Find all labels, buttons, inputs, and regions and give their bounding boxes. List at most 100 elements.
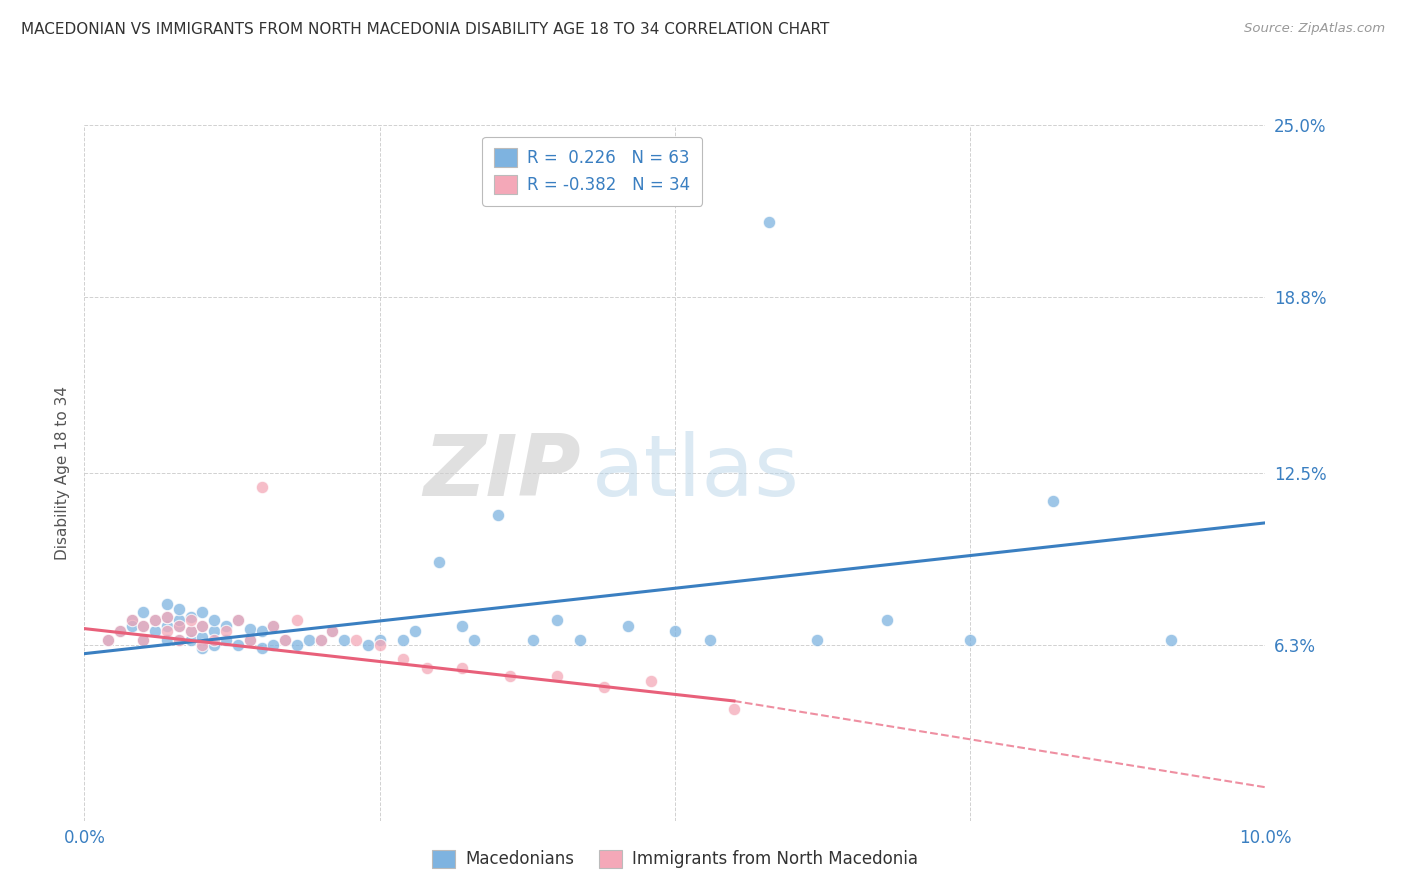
Point xyxy=(132,619,155,633)
Point xyxy=(167,619,190,633)
Point xyxy=(167,602,190,616)
Text: Source: ZipAtlas.com: Source: ZipAtlas.com xyxy=(1244,22,1385,36)
Point xyxy=(699,632,721,647)
Point xyxy=(239,622,262,636)
Point xyxy=(215,632,238,647)
Point xyxy=(368,632,391,647)
Point xyxy=(959,632,981,647)
Point xyxy=(108,624,131,639)
Point xyxy=(97,632,120,647)
Point xyxy=(191,638,214,652)
Point xyxy=(451,660,474,674)
Point xyxy=(202,613,225,627)
Point xyxy=(215,619,238,633)
Point xyxy=(392,632,415,647)
Point xyxy=(121,613,143,627)
Point xyxy=(262,638,284,652)
Point xyxy=(274,632,297,647)
Point xyxy=(156,597,179,611)
Point xyxy=(1042,493,1064,508)
Point xyxy=(121,619,143,633)
Point xyxy=(285,638,308,652)
Point xyxy=(239,632,262,647)
Point xyxy=(333,632,356,647)
Point xyxy=(191,641,214,656)
Point xyxy=(616,619,638,633)
Point xyxy=(404,624,426,639)
Point xyxy=(344,632,367,647)
Point xyxy=(180,613,202,627)
Text: ZIP: ZIP xyxy=(423,431,581,515)
Point xyxy=(321,624,343,639)
Point xyxy=(427,555,450,569)
Point xyxy=(191,619,214,633)
Point xyxy=(180,624,202,639)
Point xyxy=(180,624,202,639)
Point xyxy=(640,674,662,689)
Point xyxy=(215,624,238,639)
Point xyxy=(1160,632,1182,647)
Point xyxy=(132,605,155,619)
Point xyxy=(226,613,249,627)
Point xyxy=(250,624,273,639)
Point xyxy=(416,660,439,674)
Point xyxy=(156,610,179,624)
Point xyxy=(226,638,249,652)
Point xyxy=(132,619,155,633)
Point xyxy=(156,619,179,633)
Point xyxy=(368,638,391,652)
Point xyxy=(167,632,190,647)
Point xyxy=(202,638,225,652)
Point xyxy=(486,508,509,522)
Point xyxy=(262,619,284,633)
Point xyxy=(392,652,415,666)
Point xyxy=(121,613,143,627)
Point xyxy=(298,632,321,647)
Point xyxy=(250,641,273,656)
Point xyxy=(309,632,332,647)
Point xyxy=(321,624,343,639)
Point xyxy=(250,480,273,494)
Point xyxy=(143,624,166,639)
Point xyxy=(569,632,592,647)
Point xyxy=(463,632,485,647)
Point xyxy=(167,613,190,627)
Point xyxy=(143,613,166,627)
Point xyxy=(309,632,332,647)
Point xyxy=(180,610,202,624)
Text: atlas: atlas xyxy=(592,431,800,515)
Point xyxy=(156,632,179,647)
Point xyxy=(202,624,225,639)
Point xyxy=(156,624,179,639)
Point xyxy=(664,624,686,639)
Point xyxy=(202,632,225,647)
Point xyxy=(806,632,828,647)
Point xyxy=(180,632,202,647)
Point xyxy=(239,632,262,647)
Point xyxy=(357,638,380,652)
Legend: Macedonians, Immigrants from North Macedonia: Macedonians, Immigrants from North Maced… xyxy=(425,843,925,875)
Point xyxy=(723,702,745,716)
Point xyxy=(546,613,568,627)
Point xyxy=(876,613,898,627)
Point xyxy=(97,632,120,647)
Point xyxy=(274,632,297,647)
Point xyxy=(522,632,544,647)
Point xyxy=(156,610,179,624)
Point xyxy=(226,613,249,627)
Point xyxy=(191,605,214,619)
Point xyxy=(108,624,131,639)
Point xyxy=(262,619,284,633)
Point xyxy=(758,215,780,229)
Point xyxy=(167,619,190,633)
Text: MACEDONIAN VS IMMIGRANTS FROM NORTH MACEDONIA DISABILITY AGE 18 TO 34 CORRELATIO: MACEDONIAN VS IMMIGRANTS FROM NORTH MACE… xyxy=(21,22,830,37)
Point xyxy=(132,632,155,647)
Point xyxy=(132,632,155,647)
Point xyxy=(498,669,520,683)
Point xyxy=(143,613,166,627)
Point xyxy=(191,619,214,633)
Y-axis label: Disability Age 18 to 34: Disability Age 18 to 34 xyxy=(55,385,70,560)
Point xyxy=(191,630,214,644)
Point xyxy=(167,632,190,647)
Point xyxy=(451,619,474,633)
